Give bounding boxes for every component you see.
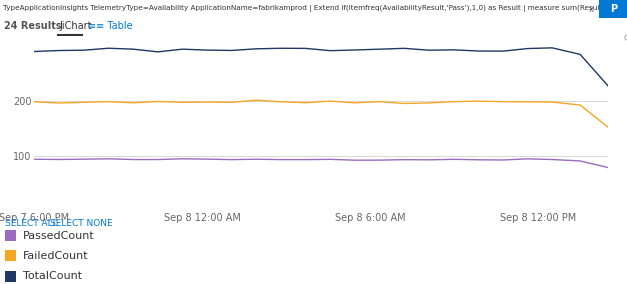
Text: SELECT ALL: SELECT ALL bbox=[5, 219, 58, 228]
FancyBboxPatch shape bbox=[5, 230, 16, 241]
FancyBboxPatch shape bbox=[5, 271, 16, 282]
Text: ⚙: ⚙ bbox=[623, 33, 627, 43]
Text: JiChart: JiChart bbox=[60, 21, 92, 31]
Text: TypeApplicationInsights TelemetryType=Availability ApplicationName=fabrikamprod : TypeApplicationInsights TelemetryType=Av… bbox=[3, 5, 627, 12]
Text: FailedCount: FailedCount bbox=[23, 250, 88, 260]
Text: P: P bbox=[609, 4, 617, 14]
Text: TotalCount: TotalCount bbox=[23, 271, 82, 281]
FancyBboxPatch shape bbox=[599, 0, 627, 18]
Text: ≡≡ Table: ≡≡ Table bbox=[88, 21, 132, 31]
Text: 24 Results: 24 Results bbox=[4, 21, 61, 31]
Text: PassedCount: PassedCount bbox=[23, 231, 94, 241]
Text: SELECT NONE: SELECT NONE bbox=[50, 219, 113, 228]
FancyBboxPatch shape bbox=[5, 250, 16, 261]
Text: x: x bbox=[589, 5, 594, 14]
